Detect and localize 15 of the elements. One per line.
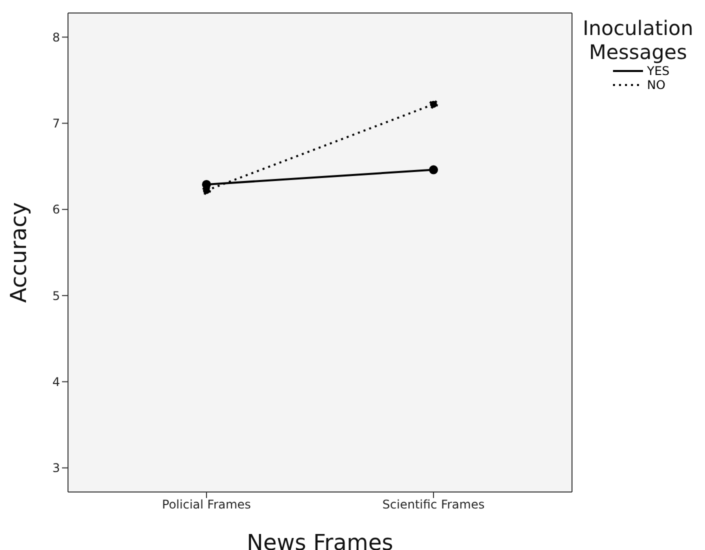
x-tick-label: Policial Frames	[162, 498, 251, 512]
y-axis-title: Accuracy	[6, 202, 32, 303]
y-tick-label: 6	[52, 202, 60, 217]
legend-title: Inoculation Messages	[582, 16, 694, 64]
point	[429, 165, 438, 174]
x-tick-label: Scientific Frames	[382, 498, 485, 512]
y-tick-label: 4	[52, 374, 60, 389]
y-tick-label: 3	[52, 461, 60, 476]
y-tick-label: 5	[52, 288, 60, 303]
x-axis-title: News Frames	[246, 531, 394, 550]
point	[429, 100, 438, 109]
y-tick-label: 7	[52, 116, 60, 131]
y-tick-label: 8	[52, 30, 60, 44]
legend-label: NO	[647, 78, 666, 92]
legend-label: YES	[647, 64, 671, 78]
